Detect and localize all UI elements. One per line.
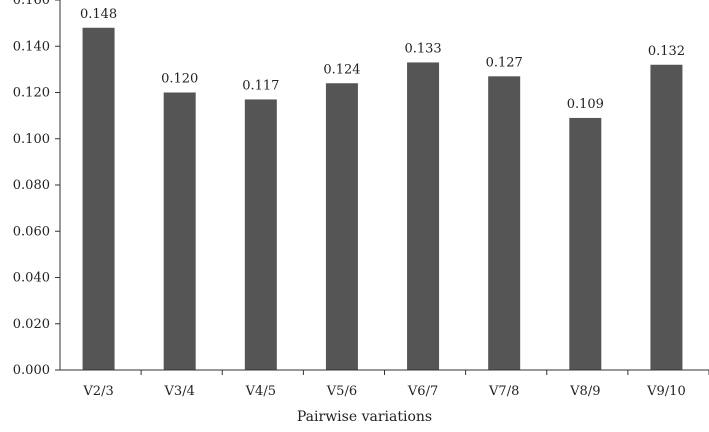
bar <box>163 92 196 370</box>
bar-value-label: 0.117 <box>242 78 279 93</box>
bar <box>82 27 115 370</box>
bar-value-label: 0.127 <box>486 55 523 70</box>
bar-value-label: 0.148 <box>80 7 117 22</box>
bar <box>244 99 277 370</box>
y-tick-label: 0.140 <box>13 39 50 54</box>
y-tick-label: 0.100 <box>13 132 50 147</box>
bar-data-labels: 0.148 0.120 0.117 0.124 0.133 0.127 0.109 0.132 <box>80 7 685 112</box>
bar-value-label: 0.133 <box>404 41 441 56</box>
x-tick-label: V4/5 <box>245 384 276 399</box>
x-tick-label: V6/7 <box>407 384 438 399</box>
y-tick-label: 0.120 <box>13 86 50 101</box>
bar-value-label: 0.132 <box>648 44 685 59</box>
y-tick-label: 0.040 <box>13 271 50 286</box>
bar-value-label: 0.120 <box>161 72 198 87</box>
bar <box>325 83 358 370</box>
x-tick-label: V9/10 <box>646 384 686 399</box>
y-tick-label: 0.020 <box>13 317 50 332</box>
y-axis-ticks: 0.000 0.020 0.040 0.060 0.080 0.100 0.120 0.140… <box>13 0 60 378</box>
x-tick-label: V3/4 <box>164 384 195 399</box>
y-tick-label: 0.160 <box>13 0 50 8</box>
x-tick-label: V5/6 <box>326 384 357 399</box>
x-tick-label: V2/3 <box>82 384 113 399</box>
x-tick-label: V8/9 <box>569 384 600 399</box>
bar <box>569 117 602 370</box>
x-axis-title: Pairwise variations <box>297 409 432 425</box>
y-tick-label: 0.080 <box>13 178 50 193</box>
bar <box>407 62 440 370</box>
y-tick-label: 0.060 <box>13 224 50 239</box>
bar-value-label: 0.109 <box>567 97 604 112</box>
y-tick-label: 0.000 <box>13 363 50 378</box>
bar <box>488 76 521 370</box>
x-tick-label: V7/8 <box>488 384 519 399</box>
x-axis-ticks: V2/3 V3/4 V4/5 V5/6 V6/7 V7/8 V8/9 V9/10 <box>82 370 709 399</box>
bar-value-label: 0.124 <box>323 62 360 77</box>
bar <box>650 64 683 370</box>
bars <box>82 27 683 370</box>
